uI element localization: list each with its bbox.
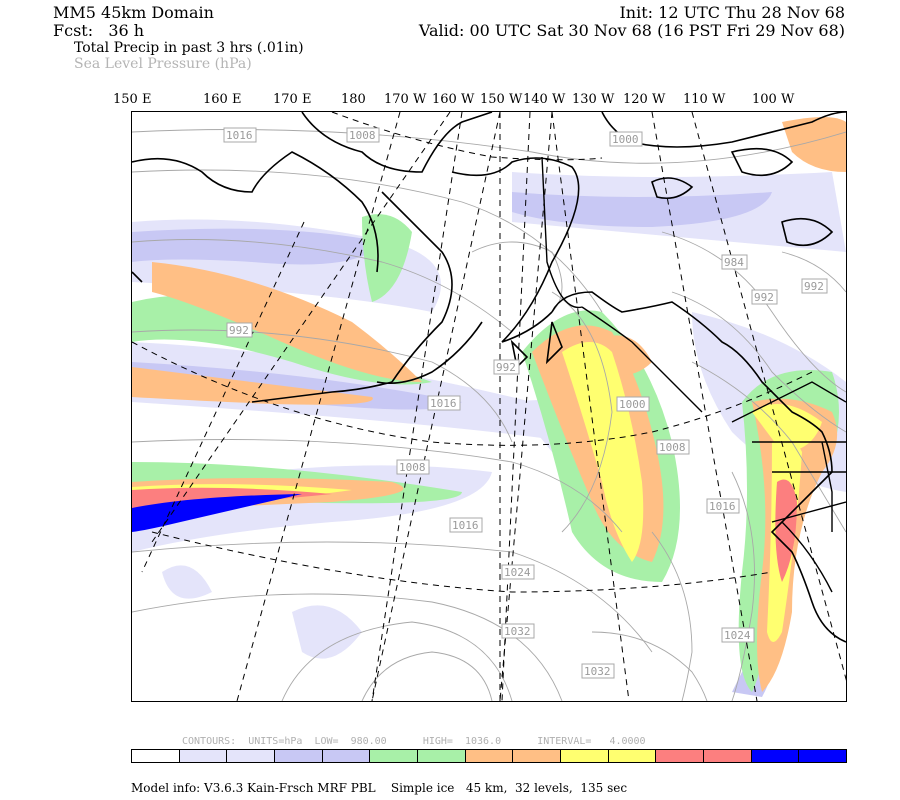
longitude-label: 150 E: [113, 92, 152, 107]
pressure-label: 992: [496, 361, 516, 374]
pressure-label: 1000: [619, 398, 646, 411]
longitude-label: 140 W: [523, 92, 566, 107]
colorbar-cell: [608, 750, 657, 762]
pressure-label: 1008: [349, 129, 376, 142]
domain-title: MM5 45km Domain: [53, 3, 214, 22]
colorbar-cell: [656, 750, 705, 762]
pressure-label-box: [721, 254, 748, 270]
pressure-label-box: [223, 127, 257, 143]
pressure-label-box: [501, 623, 535, 639]
colorbar-cell: [799, 750, 847, 762]
longitude-label: 170 E: [273, 92, 312, 107]
pressure-label-box: [501, 564, 535, 580]
longitude-label: 160 E: [203, 92, 242, 107]
pressure-label: 1024: [504, 566, 531, 579]
pressure-label-box: [396, 459, 430, 475]
init-time: Init: 12 UTC Thu 28 Nov 68: [619, 3, 845, 22]
longitude-label: 110 W: [683, 92, 726, 107]
colorbar-cell: [370, 750, 419, 762]
pressure-label-box: [449, 517, 483, 533]
pressure-label: 1016: [430, 397, 457, 410]
colorbar-cell: [561, 750, 609, 762]
pressure-label-box: [706, 498, 740, 514]
pressure-label-box: [427, 395, 461, 411]
map-canvas: 1016 1008 1000 984 992 992 992 992 1000 1008 1008 1…: [132, 112, 846, 701]
pressure-label: 992: [754, 291, 774, 304]
pressure-label-box: [346, 127, 380, 143]
longitude-label: 120 W: [623, 92, 666, 107]
pressure-label-box: [616, 396, 650, 412]
model-info: Model info: V3.6.3 Kain-Frsch MRF PBL Si…: [131, 781, 628, 795]
pressure-labels: 1016 1008 1000 984 992 992 992 992 1000 1008 1008 1…: [223, 127, 828, 679]
graticule: [132, 112, 846, 701]
longitude-label: 180: [341, 92, 366, 107]
contour-info: CONTOURS: UNITS=hPa LOW= 980.00 HIGH= 10…: [182, 736, 646, 747]
longitude-label: 160 W: [432, 92, 475, 107]
pressure-label-box: [226, 322, 253, 338]
colorbar-cell: [179, 750, 228, 762]
pressure-label-box: [493, 359, 520, 375]
pressure-label: 992: [804, 280, 824, 293]
precip-shading: [132, 117, 846, 697]
colorbar-cell: [704, 750, 752, 762]
pressure-label-box: [609, 131, 643, 147]
colorbar-cell: [418, 750, 466, 762]
forecast-map: 1016 1008 1000 984 992 992 992 992 1000 1008 1008 1…: [131, 111, 847, 702]
precip-colorbar: [131, 749, 847, 763]
colorbar-cell: [275, 750, 323, 762]
pressure-label: 1000: [612, 133, 639, 146]
pressure-label-box: [751, 289, 778, 305]
pressure-label: 992: [229, 324, 249, 337]
field-precip-label: Total Precip in past 3 hrs (.01in): [74, 40, 304, 56]
pressure-label-box: [581, 663, 615, 679]
pressure-label-box: [801, 278, 828, 294]
political-boundaries: [541, 156, 846, 593]
colorbar-cell: [322, 750, 371, 762]
pressure-label: 1008: [659, 441, 686, 454]
forecast-hour: Fcst: 36 h: [53, 21, 145, 40]
pressure-label: 984: [724, 256, 744, 269]
colorbar-cell: [465, 750, 514, 762]
valid-time: Valid: 00 UTC Sat 30 Nov 68 (16 PST Fri …: [418, 21, 845, 40]
colorbar-cell: [227, 750, 276, 762]
pressure-label: 1032: [504, 625, 531, 638]
pressure-label-box: [721, 627, 755, 643]
colorbar-cell: [751, 750, 800, 762]
pressure-label-box: [656, 439, 690, 455]
longitude-label: 150 W: [480, 92, 523, 107]
pressure-label: 1016: [452, 519, 479, 532]
pressure-label: 1008: [399, 461, 426, 474]
coastlines: [132, 112, 846, 643]
pressure-label: 1032: [584, 665, 611, 678]
colorbar-cell: [513, 750, 562, 762]
longitude-label: 100 W: [752, 92, 795, 107]
colorbar-cell: [132, 750, 180, 762]
pressure-label: 1016: [226, 129, 253, 142]
pressure-label: 1016: [709, 500, 736, 513]
field-slp-label: Sea Level Pressure (hPa): [74, 56, 252, 72]
longitude-label: 170 W: [384, 92, 427, 107]
pressure-label: 1024: [724, 629, 751, 642]
longitude-label: 130 W: [572, 92, 615, 107]
